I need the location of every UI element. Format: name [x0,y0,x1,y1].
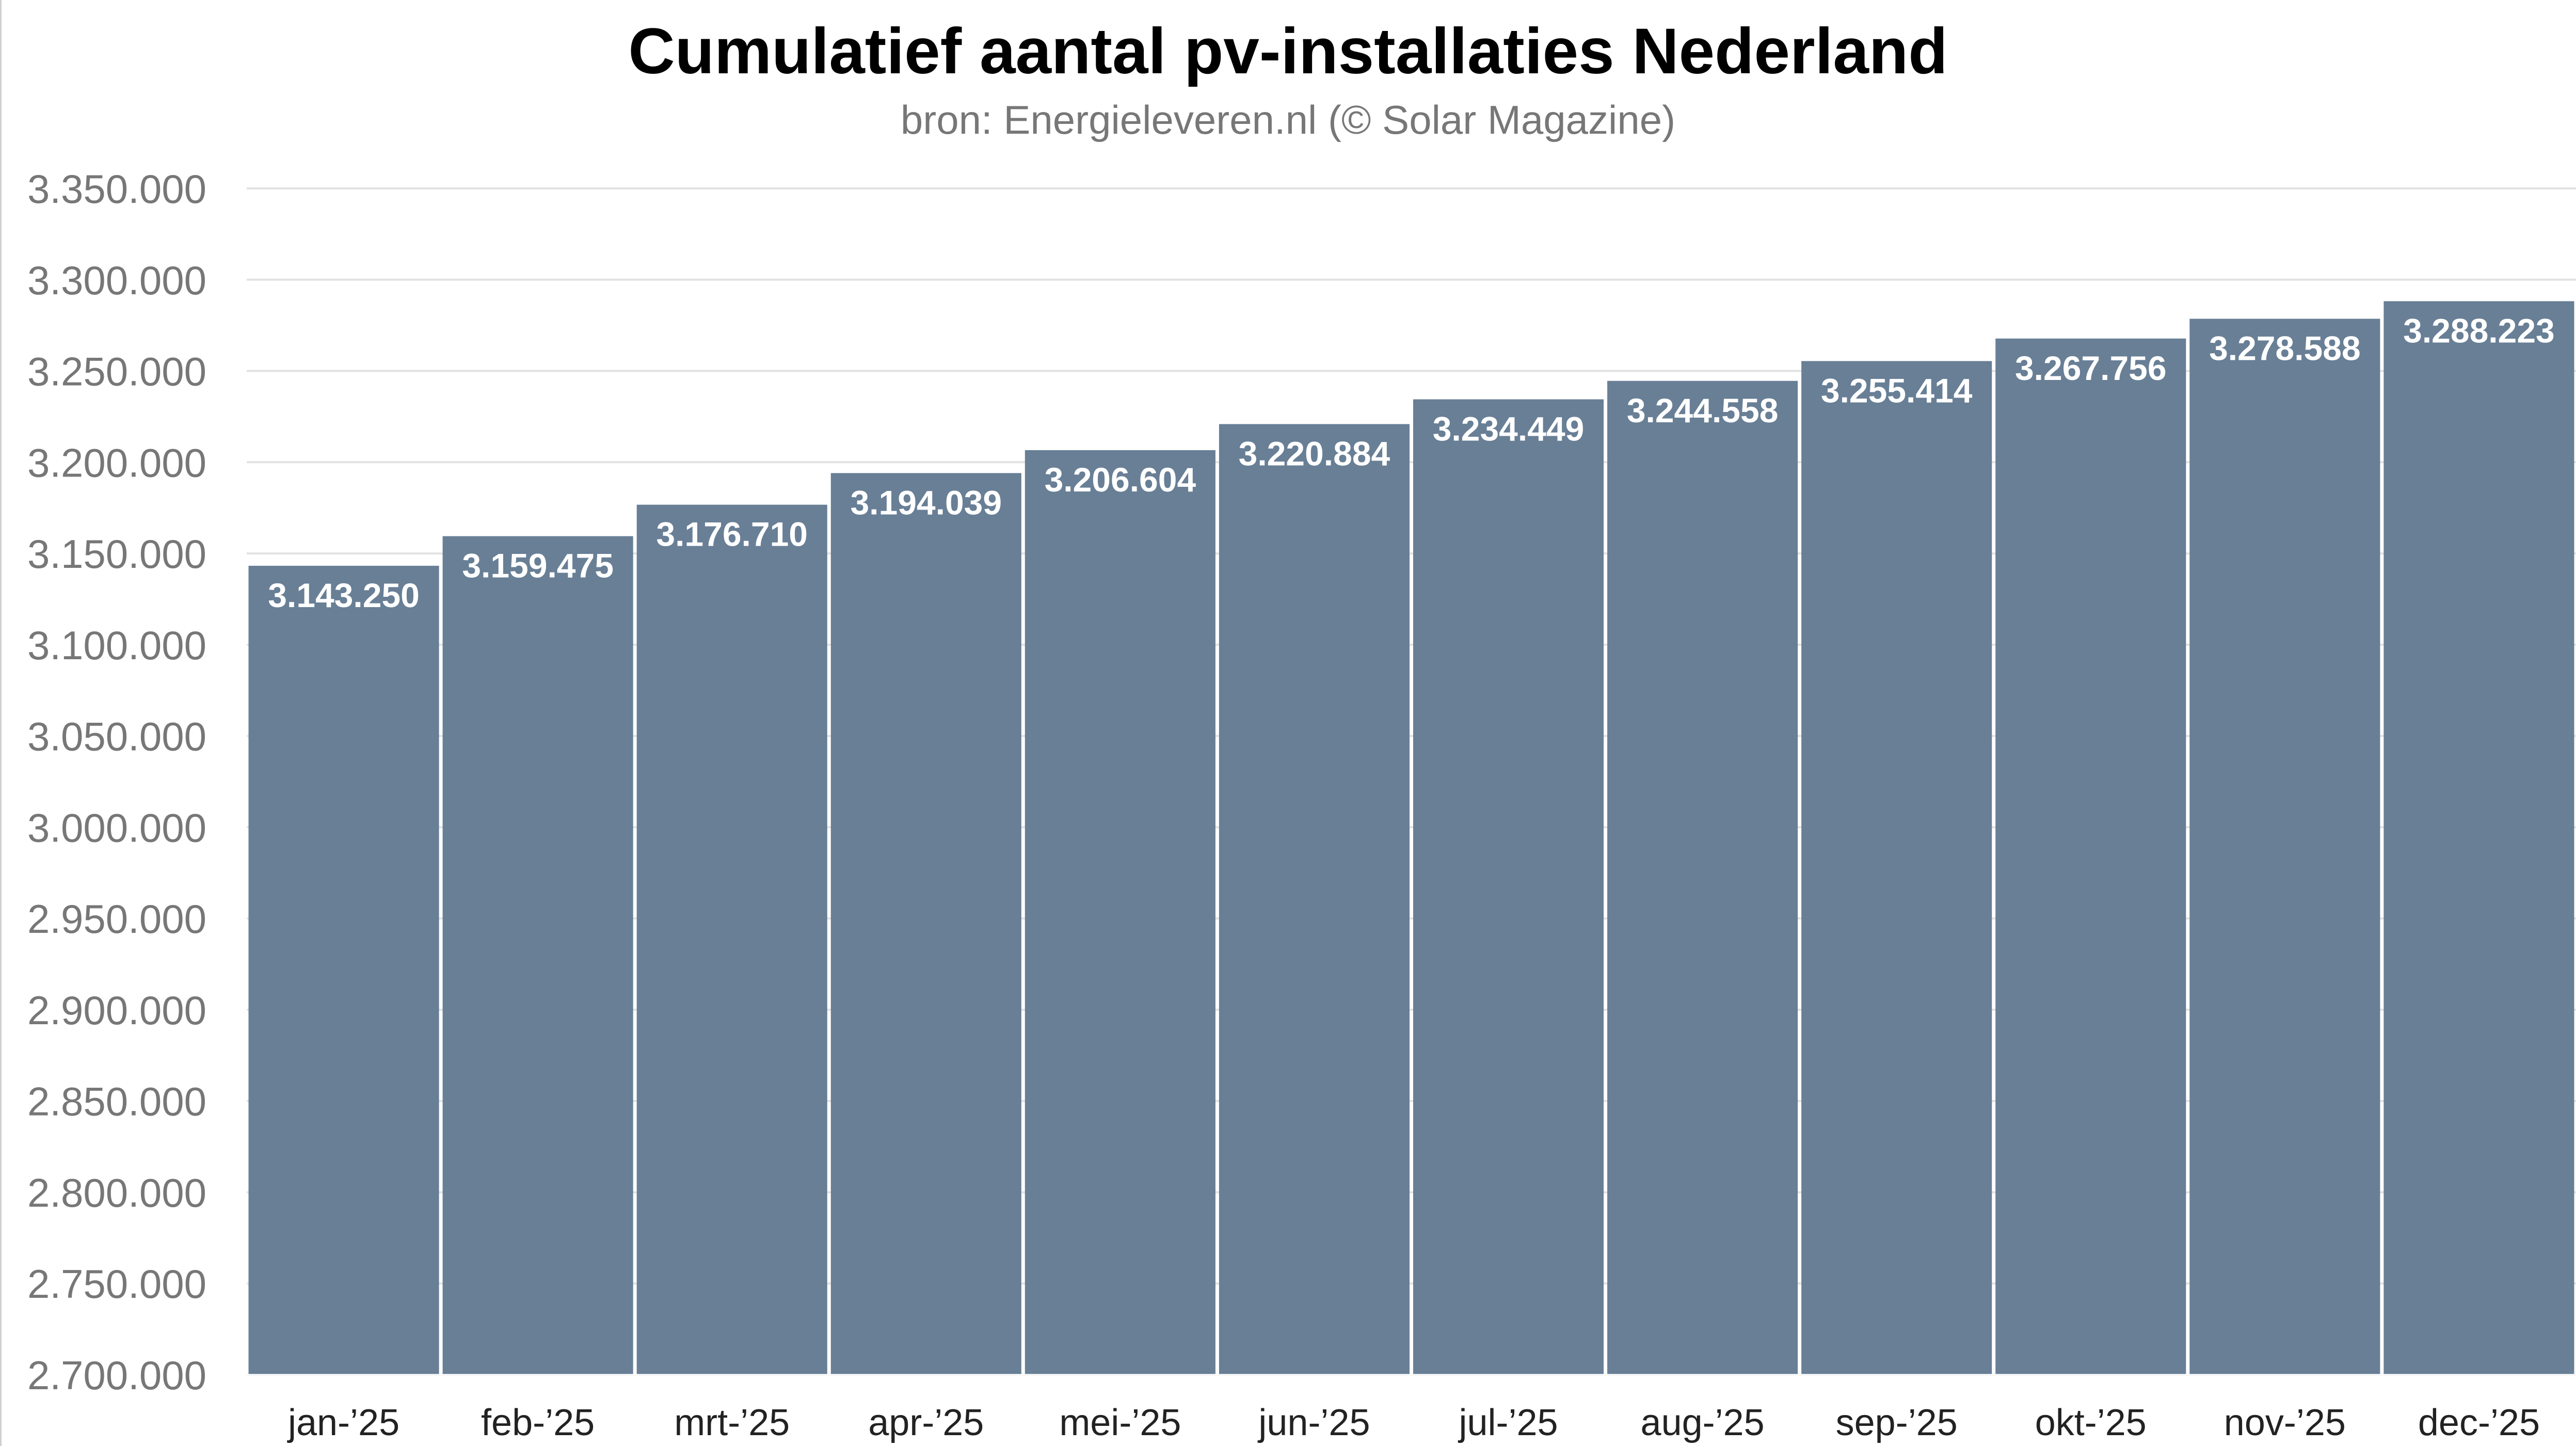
bar-7 [1413,399,1604,1375]
bars [248,301,2574,1375]
data-label: 3.220.884 [1239,434,1390,472]
data-label: 3.267.756 [2015,349,2167,387]
data-label: 3.244.558 [1627,391,1779,430]
data-label: 3.194.039 [850,483,1002,521]
bar-5 [1025,450,1215,1375]
x-tick-label: sep-’25 [1836,1402,1958,1443]
data-label: 3.206.604 [1045,460,1196,499]
x-tick-label: aug-’25 [1641,1402,1765,1443]
bar-10 [1995,338,2186,1375]
y-tick-label: 3.050.000 [27,714,206,759]
y-tick-label: 2.750.000 [27,1261,206,1307]
data-label: 3.278.588 [2209,329,2361,367]
x-tick-label: mrt-’25 [674,1402,790,1443]
bar-12 [2383,301,2574,1375]
x-tick-label: feb-’25 [481,1402,595,1443]
gridlines [247,187,2576,1376]
y-tick-label: 3.150.000 [27,531,206,577]
x-tick-label: nov-’25 [2224,1402,2346,1443]
data-label: 3.176.710 [656,515,808,553]
x-tick-label: jul-’25 [1458,1402,1558,1443]
chart-title: Cumulatief aantal pv-installaties Nederl… [628,15,1948,87]
data-label: 3.159.475 [462,547,614,585]
bar-3 [636,504,827,1375]
x-tick-label: okt-’25 [2035,1402,2147,1443]
bar-9 [1801,361,1992,1375]
y-tick-label: 2.700.000 [27,1353,206,1398]
bar-6 [1219,424,1410,1375]
bar-4 [830,473,1021,1375]
bar-8 [1607,380,1798,1375]
y-tick-label: 3.100.000 [27,623,206,668]
y-tick-label: 2.850.000 [27,1079,206,1124]
data-label: 3.255.414 [1821,371,1973,409]
x-tick-label: jun-’25 [1257,1402,1370,1443]
bar-2 [442,536,633,1375]
x-axis-ticks: jan-’25 feb-’25 mrt-’25 apr-’25 mei-’25 jun-’… [287,1402,2540,1443]
y-axis-ticks: 2.700.000 2.750.000 2.800.000 2.850.000 2.90… [27,166,206,1398]
y-tick-label: 2.800.000 [27,1170,206,1215]
data-labels: 3.143.250 3.159.475 3.176.710 3.194.039 3.20… [268,311,2555,614]
y-tick-label: 3.300.000 [27,258,206,303]
data-label: 3.234.449 [1433,410,1585,448]
y-tick-label: 3.000.000 [27,805,206,850]
y-tick-label: 3.250.000 [27,349,206,394]
data-label: 3.143.250 [268,576,420,614]
y-tick-label: 2.900.000 [27,988,206,1033]
y-tick-label: 2.950.000 [27,896,206,942]
x-tick-label: jan-’25 [287,1402,399,1443]
y-tick-label: 3.350.000 [27,166,206,212]
x-tick-label: apr-’25 [868,1402,984,1443]
y-tick-label: 3.200.000 [27,440,206,485]
x-tick-label: mei-’25 [1059,1402,1181,1443]
bar-1 [248,565,439,1375]
x-tick-label: dec-’25 [2418,1402,2540,1443]
chart-subtitle: bron: Energieleveren.nl (© Solar Magazin… [900,97,1676,142]
data-label: 3.288.223 [2403,311,2555,349]
bar-11 [2189,319,2380,1375]
